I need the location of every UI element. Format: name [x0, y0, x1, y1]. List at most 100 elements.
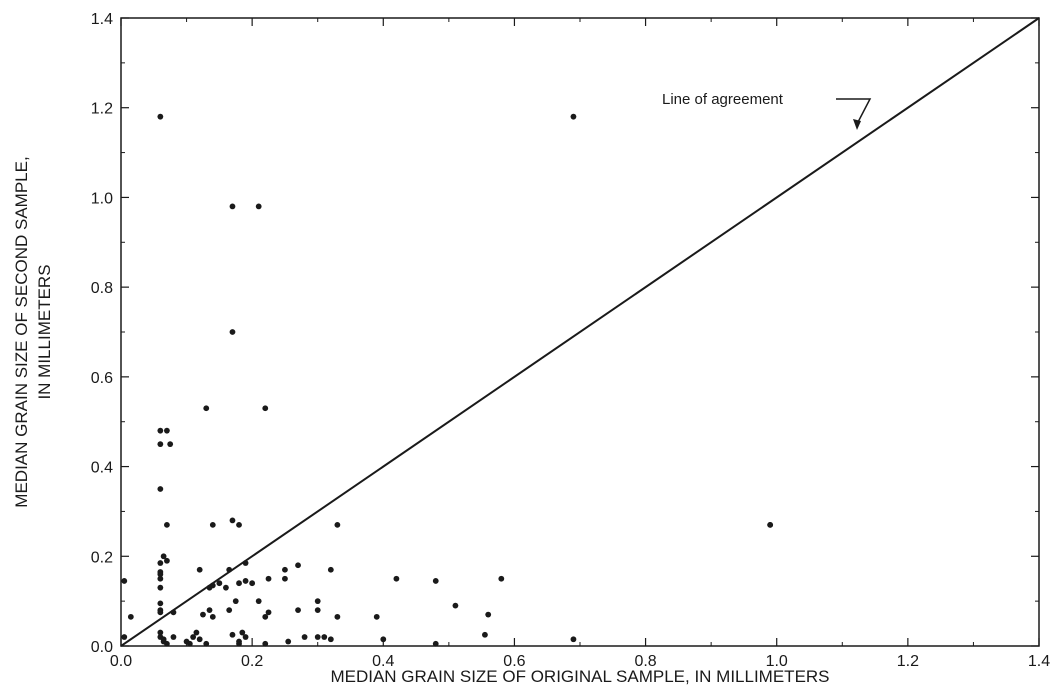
y-axis-title-line-2: IN MILLIMETERS: [35, 264, 54, 399]
data-point: [203, 405, 210, 412]
data-point: [482, 631, 488, 638]
data-point: [223, 584, 229, 591]
data-point: [157, 600, 164, 607]
data-point: [160, 553, 167, 560]
x-tick-label: 0.2: [241, 653, 263, 670]
y-tick-label: 0.2: [91, 549, 113, 566]
data-point: [334, 613, 341, 620]
x-tick-label: 1.2: [897, 653, 919, 670]
agreement-line-label: Line of agreement: [662, 91, 784, 108]
data-point: [295, 607, 301, 614]
data-point: [186, 640, 193, 647]
data-point: [498, 575, 505, 582]
data-point: [209, 613, 216, 620]
data-point: [295, 562, 301, 569]
annotation-arrow: [836, 98, 872, 125]
data-point: [229, 631, 236, 638]
data-point: [485, 611, 492, 618]
annotation-arrowhead: [853, 119, 861, 130]
data-point: [432, 640, 439, 647]
data-point: [255, 203, 262, 210]
data-point: [127, 613, 134, 620]
data-point: [196, 566, 203, 573]
data-point: [314, 598, 321, 605]
data-point: [239, 629, 246, 636]
data-point: [262, 613, 269, 620]
data-point: [164, 521, 170, 528]
data-points: [121, 113, 774, 647]
data-point: [229, 203, 236, 210]
x-tick-label: 0.0: [110, 653, 132, 670]
data-point: [167, 441, 174, 448]
data-point: [285, 638, 292, 645]
data-point: [282, 575, 288, 582]
data-point: [216, 580, 223, 587]
data-point: [209, 521, 216, 528]
x-tick-label: 0.6: [503, 653, 525, 670]
data-point: [190, 634, 197, 640]
data-point: [767, 521, 774, 528]
data-point: [200, 611, 206, 618]
data-point: [232, 598, 239, 605]
data-point: [121, 578, 128, 584]
data-point: [265, 575, 272, 582]
data-point: [242, 578, 249, 584]
data-point: [570, 113, 577, 120]
y-tick-label: 0.4: [91, 460, 113, 477]
y-tick-label: 0.8: [91, 280, 113, 297]
data-point: [262, 405, 269, 412]
data-point: [226, 566, 233, 573]
data-point: [242, 634, 249, 640]
data-point: [314, 607, 321, 614]
x-tick-label: 0.8: [634, 653, 656, 670]
data-point: [255, 598, 262, 605]
x-axis-title: MEDIAN GRAIN SIZE OF ORIGINAL SAMPLE, IN…: [330, 667, 829, 686]
data-point: [236, 640, 242, 647]
data-point: [452, 602, 459, 609]
data-point: [206, 607, 213, 614]
data-point: [229, 517, 236, 524]
data-point: [236, 521, 242, 528]
data-point: [373, 613, 380, 620]
data-point: [157, 629, 164, 636]
data-point: [327, 636, 334, 643]
data-point: [170, 609, 177, 616]
data-point: [157, 427, 164, 434]
y-tick-label: 0.0: [91, 639, 113, 656]
data-point: [226, 607, 233, 614]
data-point: [193, 629, 200, 636]
data-point: [157, 113, 164, 120]
data-point: [164, 640, 170, 647]
data-point: [282, 566, 288, 573]
data-point: [170, 634, 177, 640]
x-tick-label: 1.0: [766, 653, 788, 670]
data-point: [314, 634, 321, 640]
data-point: [301, 634, 308, 640]
data-point: [157, 560, 164, 566]
y-tick-label: 1.0: [91, 190, 113, 207]
data-point: [157, 571, 164, 578]
data-point: [249, 580, 256, 587]
data-point: [157, 486, 164, 492]
data-point: [334, 521, 341, 528]
data-point: [164, 557, 170, 564]
x-tick-labels: 0.0 0.2 0.4 0.6 0.8 1.0 1.2 1.4: [110, 653, 1050, 670]
y-tick-label: 1.2: [91, 101, 113, 118]
data-point: [229, 329, 236, 335]
data-point: [164, 427, 170, 434]
data-point: [121, 634, 128, 640]
data-point: [157, 584, 164, 591]
data-point: [380, 636, 387, 643]
data-point: [570, 636, 577, 643]
y-tick-label: 1.4: [91, 11, 113, 28]
x-tick-label: 1.4: [1028, 653, 1050, 670]
data-point: [196, 636, 203, 643]
data-point: [327, 566, 334, 573]
data-point: [242, 560, 249, 566]
line-of-agreement: [120, 17, 1040, 647]
y-tick-labels: 0.0 0.2 0.4 0.6 0.8 1.0 1.2 1.4: [91, 11, 113, 656]
data-point: [157, 441, 164, 448]
data-point: [432, 578, 439, 584]
data-point: [393, 575, 400, 582]
